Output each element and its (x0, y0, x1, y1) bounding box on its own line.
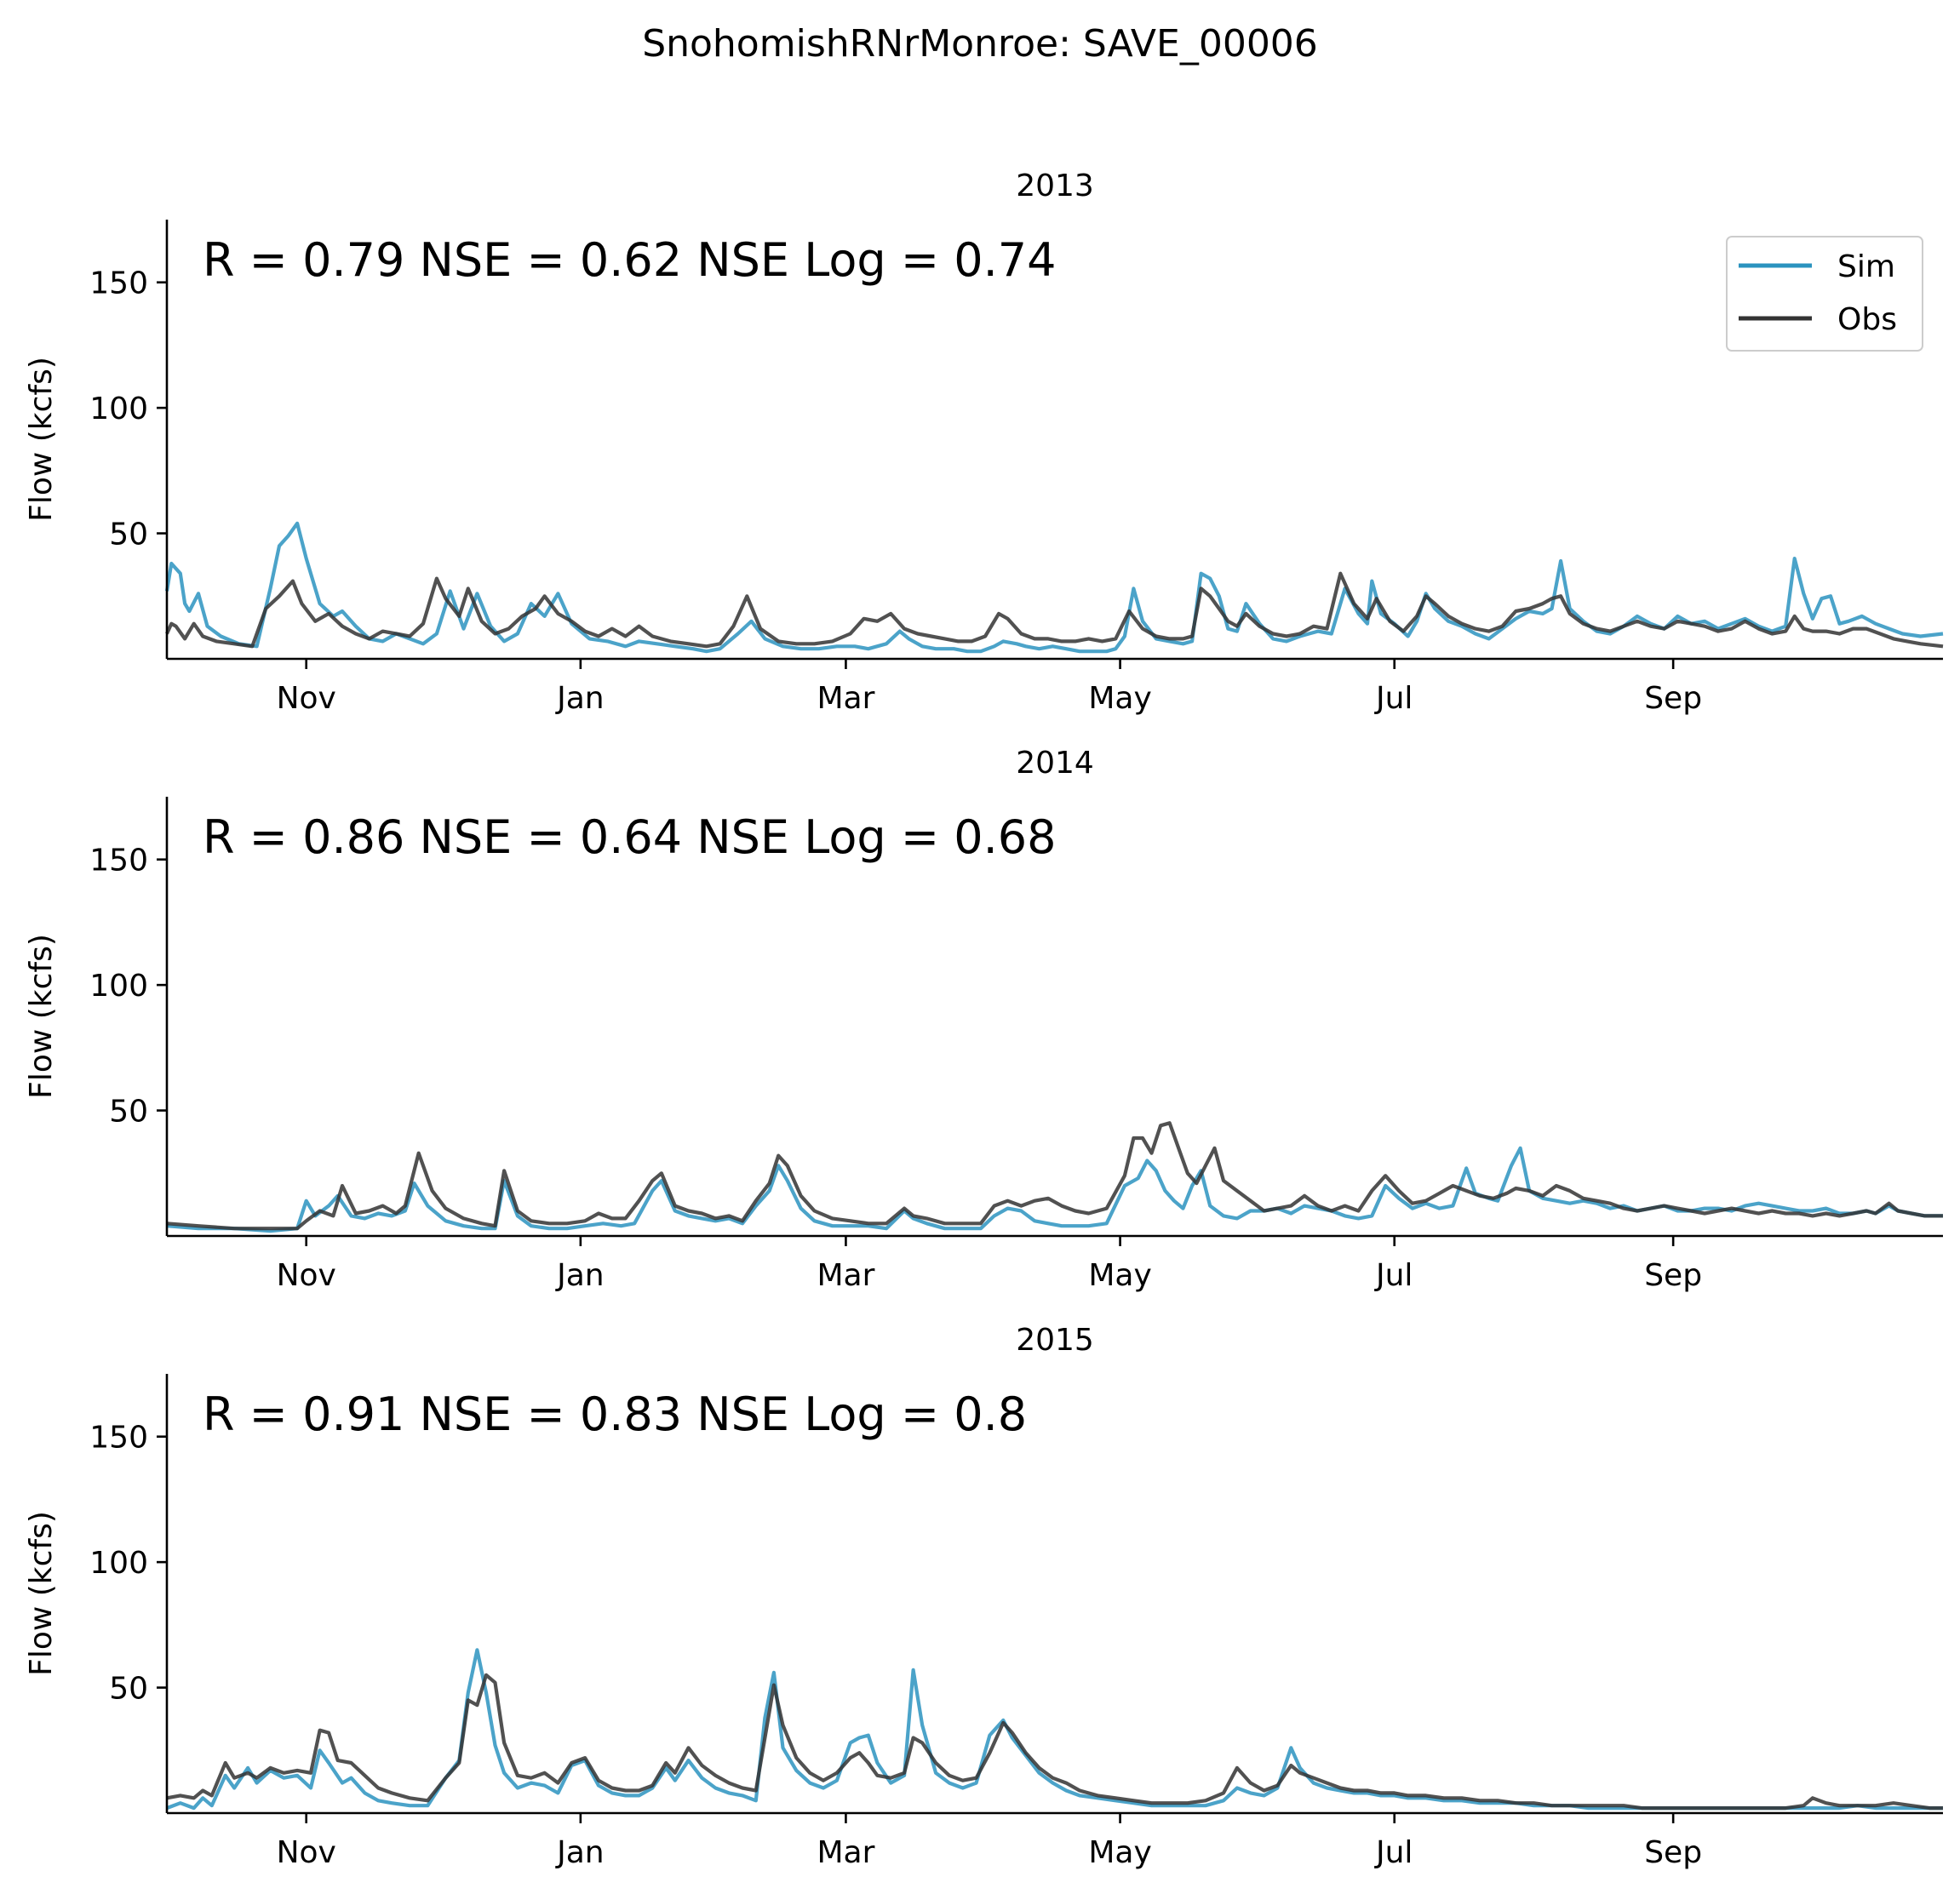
x-tick-label: Nov (277, 681, 336, 716)
x-tick-label: Jan (555, 681, 605, 716)
y-tick-label: 150 (89, 1421, 148, 1456)
x-tick-label: Jul (1374, 681, 1413, 716)
series-line-obs (166, 1673, 1943, 1811)
legend-label-sim: Sim (1837, 249, 1895, 284)
panel-2015: 2015 50 100 150 Nov Jan Mar May Jul Sep Flow (kcfs… (24, 1323, 1943, 1870)
x-tick-label: Nov (277, 1258, 336, 1293)
x-tick-label: Mar (817, 1835, 874, 1870)
y-tick-label: 150 (89, 844, 148, 878)
panel-title: 2013 (1016, 169, 1094, 203)
y-tick-label: 100 (89, 1546, 148, 1581)
y-tick-label: 50 (109, 1095, 148, 1130)
stats-annotation: R = 0.91 NSE = 0.83 NSE Log = 0.8 (203, 1387, 1027, 1441)
x-tick-label: May (1088, 1258, 1151, 1293)
panel-2014: 2014 50 100 150 Nov Jan Mar May Jul Sep Flow (kcfs… (24, 746, 1943, 1293)
panels: 2013 50 100 150 Nov Jan Mar May Jul Sep Flow (kcfs… (24, 169, 1944, 1870)
y-axis-label: Flow (kcfs) (24, 357, 59, 522)
legend: Sim Obs (1726, 236, 1923, 352)
x-tick-label: Mar (817, 681, 874, 716)
panel-title: 2015 (1016, 1323, 1094, 1358)
y-tick-label: 150 (89, 266, 148, 301)
stats-annotation: R = 0.86 NSE = 0.64 NSE Log = 0.68 (203, 810, 1056, 864)
x-tick-label: Jan (555, 1835, 605, 1870)
x-tick-label: Jan (555, 1258, 605, 1293)
x-tick-label: Jul (1374, 1258, 1413, 1293)
panel-2013: 2013 50 100 150 Nov Jan Mar May Jul Sep Flow (kcfs… (24, 169, 1944, 716)
panel-title: 2014 (1016, 746, 1094, 781)
series-line-obs (166, 1121, 1943, 1231)
y-axis-label: Flow (kcfs) (24, 934, 59, 1099)
y-tick-label: 50 (109, 1672, 148, 1707)
series-line-obs (165, 571, 1944, 649)
x-tick-label: May (1088, 1835, 1151, 1870)
x-tick-label: Nov (277, 1835, 336, 1870)
x-tick-label: Sep (1644, 1258, 1702, 1293)
stats-annotation: R = 0.79 NSE = 0.62 NSE Log = 0.74 (203, 233, 1056, 287)
x-tick-label: May (1088, 681, 1151, 716)
x-tick-label: Sep (1644, 1835, 1702, 1870)
figure-title: SnohomishRNrMonroe: SAVE_00006 (642, 22, 1318, 66)
y-tick-label: 100 (89, 392, 148, 426)
series-line-sim (166, 1648, 1943, 1811)
y-axis-label: Flow (kcfs) (24, 1511, 59, 1676)
series-line-sim (164, 521, 1944, 654)
y-tick-label: 100 (89, 969, 148, 1004)
y-tick-label: 50 (109, 518, 148, 552)
x-tick-label: Sep (1644, 681, 1702, 716)
x-tick-label: Jul (1374, 1835, 1413, 1870)
x-tick-label: Mar (817, 1258, 874, 1293)
legend-label-obs: Obs (1837, 302, 1897, 337)
